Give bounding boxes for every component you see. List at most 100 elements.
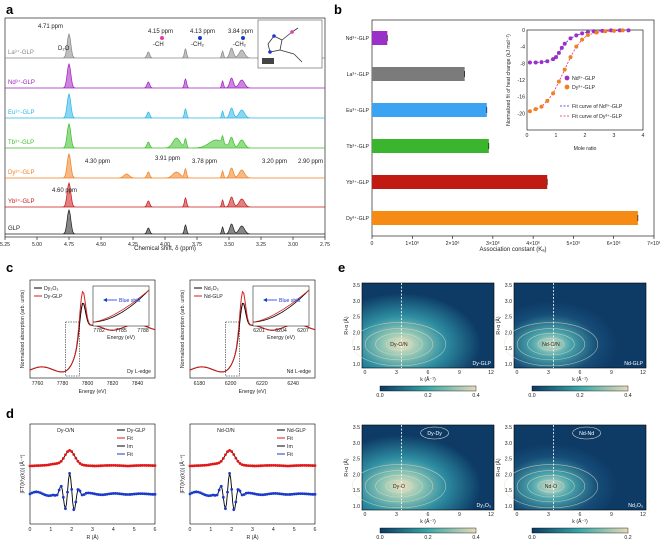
xanes-nd: Nd₂O₃ Nd-GLP Nd L-edge 6180 6200 6220 6240 Ener… xyxy=(180,279,316,395)
wt-y-tick: 3.5 xyxy=(505,425,512,431)
exafs-fit-point xyxy=(72,453,76,456)
exafs-fit-point xyxy=(311,464,315,467)
exafs-fit-point xyxy=(271,464,275,467)
exafs-fit-point xyxy=(143,464,146,467)
exafs-x-tick: 5 xyxy=(293,527,296,533)
exafs-im-fit-point xyxy=(246,491,250,495)
wt-contour xyxy=(516,328,586,361)
bars: Nd³⁺-GLP La³⁺-GLP Eu³⁺-GLP Tb³⁺-GLP Yb³⁺-GLP… xyxy=(346,31,639,225)
exafs-fit-point xyxy=(284,464,288,468)
itc-point xyxy=(568,55,573,60)
exafs-fit-point xyxy=(280,464,284,468)
wt-contour xyxy=(516,470,586,503)
exafs-fit-point xyxy=(39,464,42,467)
exafs-fit-point xyxy=(286,464,290,468)
itc-x-label: Mole ratio xyxy=(574,146,597,152)
exafs-im-fit-point xyxy=(72,508,76,512)
wt-x-tick: 9 xyxy=(458,370,461,376)
exafs-im-fit-point xyxy=(122,492,126,496)
nmr-tick-label: 3.25 xyxy=(256,242,266,248)
wt-x-tick: 6 xyxy=(579,370,582,376)
itc-inset: 0 1 2 3 4 0 -4 -8 -12 -16 -20 Mole ratio Normalize… xyxy=(506,28,645,152)
itc-x-tick: 2 xyxy=(584,133,587,139)
bar-category-5: Dy³⁺-GLP xyxy=(346,216,369,222)
xanes-legend-1: Nd-GLP xyxy=(204,294,223,300)
itc-point xyxy=(585,33,590,37)
wt-map-0 xyxy=(361,282,495,369)
exafs-fit-point xyxy=(292,464,296,468)
xanes-x-tick: 7820 xyxy=(107,381,119,387)
wt-x-tick: 12 xyxy=(640,370,646,376)
exafs-fit-point xyxy=(226,450,229,454)
xanes-dy: Dy₂O₃ Dy-GLP Dy L-edge 7760 7780 7800 7820 7840… xyxy=(20,279,156,395)
itc-legend-fit-nd: Fit curve of Nd³⁺-GLP xyxy=(572,104,623,110)
wt-x-tick: 3 xyxy=(547,512,550,518)
exafs-fit-point xyxy=(313,464,317,468)
exafs-im-fit-point xyxy=(51,493,55,497)
exafs-im-fit-point xyxy=(151,492,155,496)
exafs-dy: Dy-O/N Dy-GLP Fit Im Fit 0 1 2 3 4 5 6 R (Å) |FT(k³χ(… xyxy=(19,423,157,541)
exafs-im-fit-point xyxy=(124,493,128,496)
exafs-im-fit-point xyxy=(192,490,196,494)
exafs-im-fit-point xyxy=(288,493,292,496)
wt-y-label: R+α (Å) xyxy=(495,316,502,334)
exafs-fit-point xyxy=(91,464,94,468)
exafs-fit-point xyxy=(74,456,78,460)
exafs-im-fit-point xyxy=(68,472,71,475)
exafs-fit-point xyxy=(95,464,99,468)
itc-point xyxy=(568,36,573,41)
exafs-fit-point xyxy=(305,464,309,467)
exafs-peak-label: Dy-O/N xyxy=(57,428,75,434)
xanes-x-tick: 7780 xyxy=(57,381,69,387)
exafs-fit-point xyxy=(89,464,92,468)
xanes-inset-frame xyxy=(92,285,150,327)
nmr-trace-dy xyxy=(5,153,325,179)
exafs-fit-point xyxy=(64,453,67,457)
exafs-fit-point xyxy=(232,453,236,456)
exafs-fit-point xyxy=(68,449,71,452)
itc-point xyxy=(533,107,538,112)
exafs-im-fit-point xyxy=(211,493,215,497)
exafs-im-fit-point xyxy=(101,493,105,497)
exafs-im-fit-point xyxy=(70,487,74,491)
exafs-fit-point xyxy=(194,464,198,468)
xanes-inset-frame xyxy=(252,285,310,327)
wt-map-2 xyxy=(361,424,495,511)
wt-x-tick: 9 xyxy=(458,512,461,518)
wt-x-tick: 0 xyxy=(364,370,367,376)
exafs-fit-point xyxy=(201,464,204,467)
xanes-zoom-box xyxy=(65,321,80,377)
exafs-x-tick: 2 xyxy=(230,527,233,533)
wt-colorbar-tick: 0.2 xyxy=(624,535,631,541)
exafs-fit-point xyxy=(294,464,298,467)
dy-320: 3.20 ppm xyxy=(262,159,287,165)
wt-map-1 xyxy=(513,282,647,369)
exafs-im-fit-point xyxy=(296,492,300,496)
itc-point xyxy=(539,60,544,65)
wt-colorbar-tick: 0.0 xyxy=(528,535,535,541)
exafs-fit-point xyxy=(43,463,46,467)
itc-point xyxy=(545,98,550,103)
wt-x-tick: 12 xyxy=(488,370,494,376)
exafs-fit-point xyxy=(107,464,111,467)
wt-peak2-2: Dy-Dy xyxy=(427,431,442,437)
exafs-im-fit-point xyxy=(105,492,109,496)
wt-contour xyxy=(385,479,413,493)
xanes-zoom-box xyxy=(225,321,240,377)
exafs-fit-point xyxy=(128,464,132,468)
exafs-fit-point xyxy=(307,464,311,467)
nmr-tick-label: 4.75 xyxy=(64,242,74,248)
bar-tick-label: 4×10⁶ xyxy=(526,241,540,247)
exafs-fit-point xyxy=(118,464,121,467)
itc-point xyxy=(603,29,608,34)
itc-point xyxy=(574,33,579,38)
exafs-fit-point xyxy=(84,464,88,467)
exafs-fit-point xyxy=(116,464,119,467)
exafs-im-fit-point xyxy=(64,507,67,511)
blue-shift-arrowhead xyxy=(103,298,107,302)
exafs-y-label: |FT(k³χ(k))| (Å⁻⁴) xyxy=(179,454,186,493)
wt-x-tick: 3 xyxy=(395,512,398,518)
itc-point xyxy=(554,55,558,60)
exafs-fit-point xyxy=(153,464,157,468)
exafs-fit-point xyxy=(303,464,306,467)
